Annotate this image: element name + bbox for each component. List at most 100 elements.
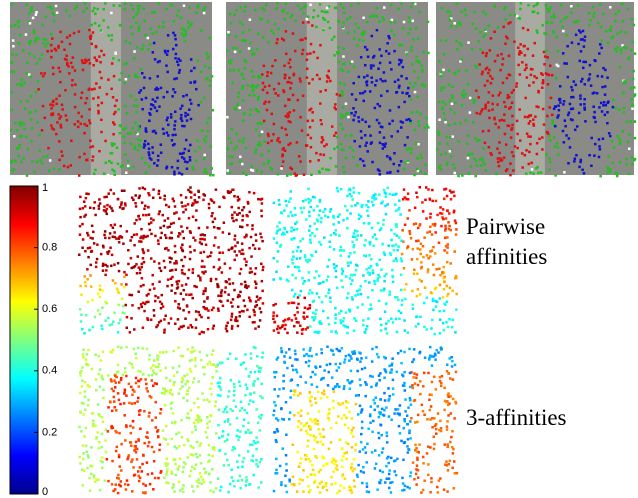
- feature-point: [474, 137, 477, 140]
- feature-point: [104, 140, 107, 143]
- affinity-point: [444, 237, 447, 240]
- affinity-point: [110, 189, 113, 192]
- feature-point: [28, 73, 31, 76]
- feature-point: [482, 130, 485, 133]
- feature-point: [153, 42, 156, 45]
- affinity-point: [315, 251, 318, 254]
- affinity-point: [99, 202, 102, 205]
- affinity-point: [384, 191, 387, 194]
- affinity-point: [231, 305, 234, 308]
- feature-point: [130, 26, 133, 29]
- affinity-point: [343, 487, 346, 490]
- feature-point: [449, 11, 452, 14]
- feature-point: [172, 32, 175, 35]
- affinity-point: [335, 422, 338, 425]
- affinity-point: [346, 451, 349, 454]
- feature-point: [498, 94, 501, 97]
- feature-point: [111, 169, 114, 172]
- affinity-point: [110, 224, 113, 227]
- feature-point: [289, 66, 292, 69]
- feature-point: [489, 75, 492, 78]
- feature-point: [531, 168, 534, 171]
- feature-point: [239, 6, 242, 9]
- feature-point: [461, 174, 464, 177]
- affinity-point: [111, 254, 114, 256]
- affinity-point: [442, 266, 445, 269]
- affinity-point: [136, 458, 139, 461]
- affinity-point: [118, 484, 121, 487]
- affinity-point: [377, 432, 380, 435]
- affinity-point: [162, 305, 165, 308]
- affinity-point: [454, 401, 457, 404]
- affinity-point: [349, 252, 352, 255]
- feature-point: [598, 145, 601, 148]
- affinity-point: [317, 391, 320, 394]
- feature-point: [427, 52, 430, 55]
- feature-point: [209, 84, 212, 87]
- feature-point: [124, 82, 127, 85]
- affinity-point: [409, 437, 412, 440]
- affinity-point: [198, 415, 201, 418]
- affinity-point: [163, 329, 166, 332]
- affinity-point: [259, 461, 262, 464]
- affinity-point: [392, 387, 395, 390]
- affinity-point: [447, 326, 450, 329]
- affinity-point: [294, 266, 297, 269]
- affinity-point: [79, 233, 82, 236]
- feature-point: [378, 122, 381, 125]
- affinity-point: [329, 296, 332, 299]
- affinity-point: [187, 277, 190, 280]
- feature-point: [192, 168, 195, 171]
- affinity-point: [392, 245, 395, 248]
- feature-point: [592, 15, 595, 17]
- affinity-point: [113, 192, 116, 195]
- affinity-point: [120, 203, 123, 206]
- feature-point: [529, 143, 532, 146]
- feature-point: [366, 84, 369, 87]
- affinity-point: [367, 222, 370, 225]
- affinity-point: [204, 472, 207, 475]
- affinity-point: [285, 204, 288, 207]
- affinity-point: [248, 211, 251, 214]
- affinity-point: [369, 415, 372, 418]
- feature-point: [630, 49, 633, 52]
- affinity-point: [102, 245, 105, 248]
- feature-point: [97, 96, 100, 99]
- feature-point: [95, 46, 98, 49]
- feature-point: [302, 21, 305, 24]
- feature-point: [451, 85, 454, 88]
- feature-point: [270, 167, 273, 170]
- feature-point: [286, 174, 289, 177]
- affinity-point: [180, 194, 183, 197]
- affinity-point: [187, 456, 190, 459]
- feature-point: [482, 147, 485, 150]
- affinity-point: [125, 488, 128, 491]
- affinity-point: [130, 441, 133, 444]
- figure: 00.20.40.60.81 Pairwise affinities 3-aff…: [0, 0, 638, 498]
- feature-point: [61, 108, 64, 111]
- affinity-point: [367, 206, 370, 209]
- feature-point: [339, 123, 342, 126]
- feature-point: [600, 26, 603, 29]
- feature-point: [71, 79, 74, 82]
- affinity-point: [158, 210, 161, 213]
- affinity-point: [233, 386, 236, 389]
- affinity-point: [87, 256, 90, 259]
- feature-point: [181, 125, 184, 128]
- feature-point: [317, 15, 320, 17]
- feature-point: [376, 29, 379, 32]
- feature-point: [71, 66, 74, 69]
- affinity-point: [217, 424, 220, 427]
- affinity-point: [131, 236, 134, 239]
- feature-point: [88, 29, 91, 32]
- feature-point: [30, 10, 33, 13]
- affinity-point: [148, 412, 151, 415]
- affinity-point: [279, 277, 282, 280]
- affinity-point: [453, 417, 456, 420]
- affinity-point: [136, 272, 139, 275]
- affinity-point: [416, 272, 419, 275]
- affinity-point: [185, 208, 188, 211]
- feature-point: [362, 160, 365, 163]
- affinity-point: [300, 429, 303, 432]
- affinity-point: [320, 221, 323, 224]
